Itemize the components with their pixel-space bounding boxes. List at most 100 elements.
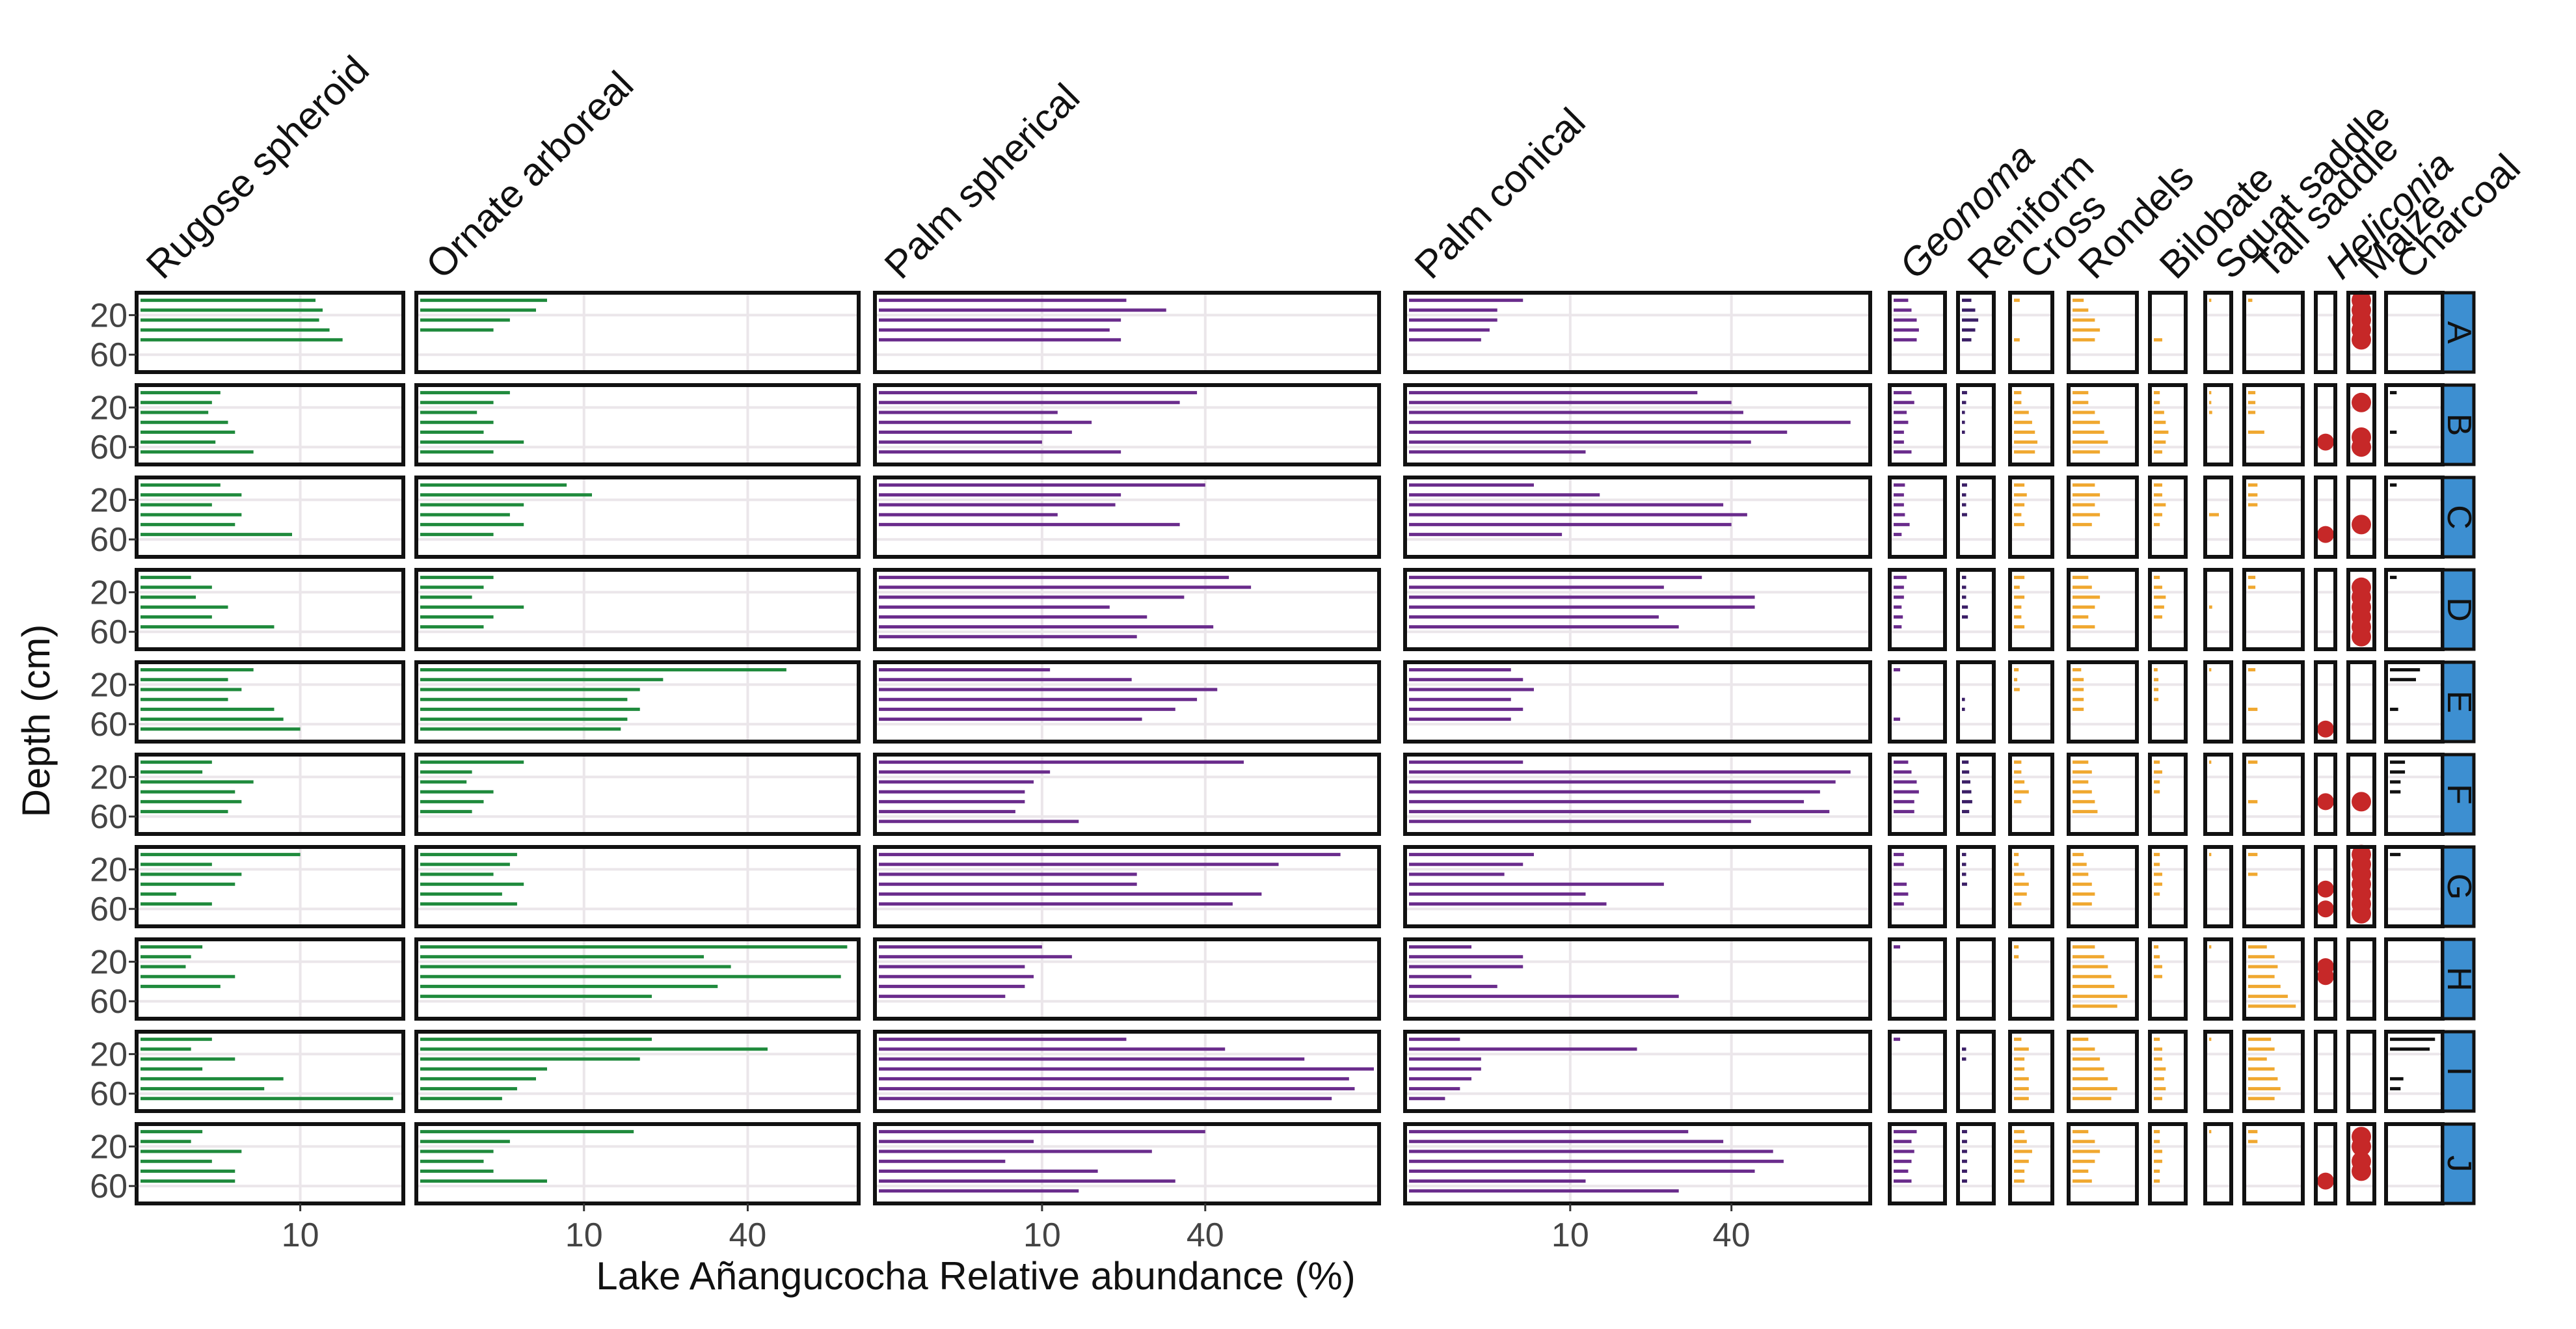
panel-background	[1890, 477, 1945, 557]
panel-charcoal-f	[2384, 753, 2445, 836]
panel-geonoma-c	[1888, 476, 1947, 559]
panel-border	[1956, 1122, 1996, 1205]
site-strip-label: H	[2440, 967, 2478, 991]
panel-background	[2069, 847, 2137, 926]
panel-geonoma-a	[1888, 291, 1947, 374]
panel-geonoma-h	[1888, 937, 1947, 1021]
panel-bilobate-j	[2148, 1122, 2188, 1205]
panel-squat-saddle-b	[2203, 383, 2233, 466]
panel-charcoal-h	[2384, 937, 2445, 1021]
panel-bilobate-h	[2148, 937, 2188, 1021]
panel-background	[2386, 293, 2443, 372]
panel-reniform-j	[1956, 1122, 1996, 1205]
dot-heliconia-j	[2317, 1172, 2334, 1190]
panel-background	[2010, 847, 2052, 926]
panel-cross-d	[2008, 568, 2054, 651]
panel-background	[2205, 1124, 2231, 1203]
panel-border	[135, 845, 405, 928]
panel-background	[1958, 1032, 1994, 1111]
panel-border	[1403, 753, 1872, 836]
panel-reniform-b	[1956, 383, 1996, 466]
panel-tall-saddle-i	[2242, 1030, 2305, 1113]
panel-border	[2242, 383, 2305, 466]
panel-border	[135, 383, 405, 466]
y-tick-label: 60	[90, 429, 127, 466]
panel-tall-saddle-f	[2242, 753, 2305, 836]
panel-tall-saddle-g	[2242, 845, 2305, 928]
x-tick-label: 10	[1551, 1216, 1589, 1254]
site-strip-h: H	[2440, 937, 2478, 1021]
panel-background	[2010, 1124, 2052, 1203]
dot-maize-c	[2352, 515, 2371, 535]
panel-tall-saddle-a	[2242, 291, 2305, 374]
panel-border	[2346, 845, 2376, 928]
panel-border	[873, 937, 1381, 1021]
panel-maize-g	[2346, 844, 2376, 928]
panel-reniform-a	[1956, 291, 1996, 374]
panel-border	[1888, 383, 1947, 466]
dot-heliconia-b	[2317, 433, 2334, 451]
site-strip-bg	[2441, 1122, 2476, 1205]
panel-cross-g	[2008, 845, 2054, 928]
panel-border	[1888, 291, 1947, 374]
panel-palm-spherical-j	[873, 1122, 1381, 1205]
panel-border	[414, 660, 861, 744]
panel-border	[2008, 660, 2054, 744]
panel-palm-spherical-a	[873, 291, 1381, 374]
site-strip-bg	[2441, 753, 2476, 836]
site-strip-bg	[2441, 660, 2476, 744]
panel-border	[2008, 753, 2054, 836]
panel-border	[2067, 845, 2139, 928]
panel-border	[135, 937, 405, 1021]
panel-ornate-arboreal-e	[414, 660, 861, 744]
panel-background	[2316, 477, 2335, 557]
panel-border	[2203, 568, 2233, 651]
panel-maize-j	[2346, 1122, 2376, 1205]
panel-border	[2346, 476, 2376, 559]
y-tick-label: 20	[90, 1036, 127, 1073]
panel-background	[1890, 755, 1945, 834]
panel-border	[2314, 383, 2337, 466]
panel-ornate-arboreal-d	[414, 568, 861, 651]
panel-border	[135, 291, 405, 374]
panel-cross-a	[2008, 291, 2054, 374]
panel-maize-f	[2346, 753, 2376, 836]
panel-border	[2242, 845, 2305, 928]
site-strip-label: D	[2440, 597, 2478, 622]
site-strip-label: G	[2440, 874, 2478, 900]
panel-rugose-spheroid-i	[135, 1030, 405, 1113]
panel-background	[1890, 662, 1945, 742]
panel-background	[1890, 293, 1945, 372]
y-tick-label: 60	[90, 706, 127, 744]
panel-background	[1405, 570, 1870, 649]
panel-border	[1956, 383, 1996, 466]
panel-cross-b	[2008, 383, 2054, 466]
panel-charcoal-e	[2384, 660, 2445, 744]
panel-charcoal-i	[2384, 1030, 2445, 1113]
site-strip-bg	[2441, 845, 2476, 928]
panel-rondels-a	[2067, 291, 2139, 374]
panel-background	[2386, 1032, 2443, 1111]
panel-palm-spherical-b	[873, 383, 1381, 466]
panel-border	[2148, 1122, 2188, 1205]
dot-maize-j	[2352, 1161, 2371, 1181]
panel-background	[2348, 662, 2374, 742]
panel-cross-e	[2008, 660, 2054, 744]
panel-background	[416, 1124, 859, 1203]
panel-border	[1888, 1030, 1947, 1113]
panel-heliconia-i	[2314, 1030, 2337, 1113]
panel-squat-saddle-j	[2203, 1122, 2233, 1205]
panel-border	[2203, 1030, 2233, 1113]
panel-border	[414, 291, 861, 374]
panel-border	[2314, 660, 2337, 744]
panel-cross-j	[2008, 1122, 2054, 1205]
panel-background	[137, 293, 403, 372]
panel-squat-saddle-f	[2203, 753, 2233, 836]
panel-background	[1405, 847, 1870, 926]
panel-background	[2150, 477, 2186, 557]
panel-background	[2150, 293, 2186, 372]
dot-maize-b	[2352, 437, 2371, 457]
panel-bilobate-a	[2148, 291, 2188, 374]
site-strips-layer: A B C D E F G H I J	[2440, 291, 2478, 1205]
